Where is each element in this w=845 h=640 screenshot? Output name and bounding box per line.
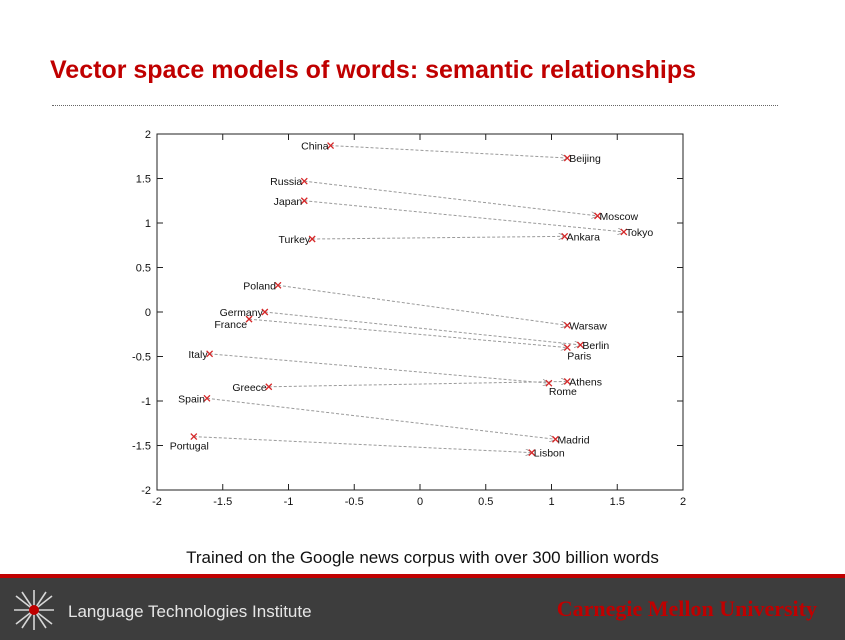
- y-tick-label: 1: [145, 218, 151, 230]
- slide-title: Vector space models of words: semantic r…: [50, 56, 697, 84]
- point-label-paris: Paris: [567, 351, 591, 363]
- relation-arrow-france-paris: [249, 318, 567, 347]
- x-tick-label: 0: [417, 496, 423, 508]
- point-label-madrid: Madrid: [557, 434, 589, 446]
- point-marker-germany: [261, 308, 269, 316]
- point-marker-spain: [203, 394, 211, 402]
- point-label-tokyo: Tokyo: [626, 227, 654, 239]
- point-marker-athens: [563, 377, 571, 385]
- footer-bar: Language Technologies Institute Carnegie…: [0, 578, 845, 640]
- point-marker-lisbon: [528, 449, 536, 457]
- title-divider: [52, 105, 778, 106]
- point-marker-japan: [300, 197, 308, 205]
- point-marker-italy: [206, 350, 214, 358]
- point-label-greece: Greece: [232, 382, 267, 394]
- point-marker-warsaw: [563, 321, 571, 329]
- point-label-russia: Russia: [270, 176, 302, 188]
- point-label-moscow: Moscow: [600, 211, 639, 223]
- relation-arrow-germany-berlin: [264, 311, 581, 345]
- point-label-poland: Poland: [243, 280, 276, 292]
- word-vector-scatter-chart: -2 -1.5 -1 -0.5 0 0.5 1 1.5 2 2 1.5 1 0.5 0 -0.5 -1 -1.5…: [132, 129, 686, 508]
- point-label-china: China: [301, 141, 329, 153]
- lti-network-logo-icon: [12, 588, 56, 637]
- relation-arrow-spain-madrid: [206, 397, 555, 439]
- y-tick-label: -0.5: [132, 352, 151, 364]
- x-tick-label: -0.5: [345, 496, 364, 508]
- point-label-turkey: Turkey: [278, 234, 310, 246]
- relation-arrow-greece-athens: [268, 381, 568, 388]
- point-label-germany: Germany: [220, 307, 264, 319]
- point-label-athens: Athens: [569, 376, 602, 388]
- relation-arrow-portugal-lisbon: [193, 436, 532, 453]
- point-marker-ankara: [561, 232, 569, 240]
- point-label-ankara: Ankara: [567, 231, 600, 243]
- relation-arrow-japan-tokyo: [304, 200, 624, 232]
- x-tick-label: 1.5: [610, 496, 625, 508]
- relation-arrow-poland-warsaw: [277, 284, 567, 325]
- point-label-lisbon: Lisbon: [534, 448, 565, 460]
- slide-caption: Trained on the Google news corpus with o…: [186, 548, 659, 567]
- point-marker-poland: [274, 281, 282, 289]
- y-tick-label: -1: [141, 396, 151, 408]
- point-marker-greece: [265, 383, 273, 391]
- university-name: Carnegie Mellon University: [556, 596, 817, 621]
- x-tick-label: -1.5: [213, 496, 232, 508]
- point-label-portugal: Portugal: [170, 441, 209, 453]
- relation-arrow-russia-moscow: [304, 180, 597, 216]
- point-marker-paris: [563, 344, 571, 352]
- relation-arrow-china-beijing: [330, 145, 568, 158]
- point-marker-china: [327, 142, 335, 150]
- point-marker-portugal: [190, 433, 198, 441]
- institute-name: Language Technologies Institute: [68, 602, 312, 621]
- point-marker-berlin: [576, 341, 584, 349]
- y-tick-label: 0: [145, 307, 151, 319]
- point-marker-turkey: [308, 235, 316, 243]
- x-tick-label: 2: [680, 496, 686, 508]
- x-tick-label: 1: [548, 496, 554, 508]
- point-marker-rome: [545, 379, 553, 387]
- point-marker-beijing: [563, 154, 571, 162]
- relation-arrow-turkey-ankara: [312, 236, 564, 239]
- y-tick-label: 1.5: [136, 174, 151, 186]
- y-tick-label: -2: [141, 485, 151, 497]
- point-label-berlin: Berlin: [582, 340, 609, 352]
- point-marker-tokyo: [620, 228, 628, 236]
- point-label-rome: Rome: [549, 386, 577, 398]
- point-marker-france: [245, 315, 253, 323]
- y-tick-label: 0.5: [136, 263, 151, 275]
- point-label-warsaw: Warsaw: [569, 320, 607, 332]
- point-label-france: France: [214, 319, 247, 331]
- point-label-beijing: Beijing: [569, 153, 601, 165]
- point-marker-russia: [300, 177, 308, 185]
- point-marker-moscow: [594, 212, 601, 220]
- x-tick-label: -1: [284, 496, 294, 508]
- x-tick-label: -2: [152, 496, 162, 508]
- point-label-italy: Italy: [188, 349, 208, 361]
- point-label-spain: Spain: [178, 393, 205, 405]
- footer-accent-line: [0, 574, 845, 578]
- point-marker-madrid: [551, 435, 559, 443]
- y-tick-label: 2: [145, 129, 151, 141]
- x-tick-label: 0.5: [478, 496, 493, 508]
- point-label-japan: Japan: [274, 196, 303, 208]
- y-tick-label: -1.5: [132, 441, 151, 453]
- relation-arrow-italy-rome: [209, 353, 549, 383]
